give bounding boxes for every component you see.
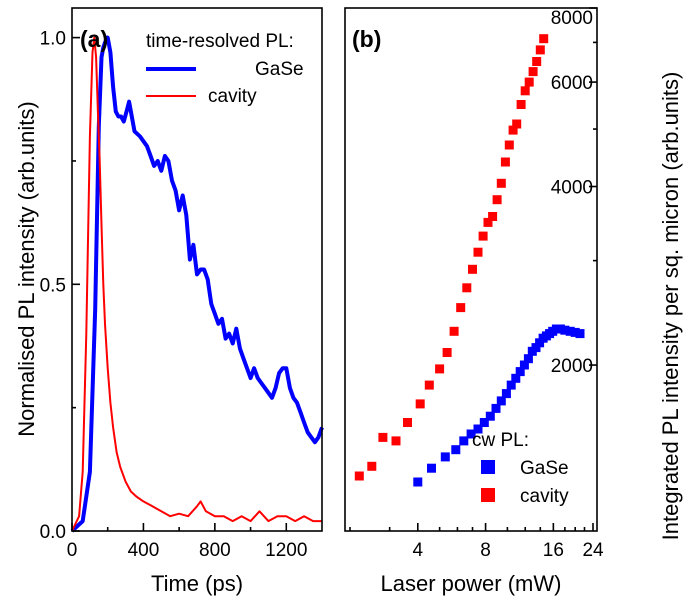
panel-a-label: (a) (80, 26, 108, 52)
data-point-gase (565, 326, 575, 336)
data-point-cavity (462, 283, 472, 293)
panel-a-legend-label-cavity: cavity (208, 86, 257, 107)
data-point-gase (496, 396, 506, 406)
panel-a-lines (70, 35, 324, 533)
data-point-cavity (528, 67, 538, 77)
data-point-gase (575, 329, 585, 339)
data-point-cavity (520, 86, 530, 96)
data-point-gase (479, 418, 489, 427)
x-tick-label: 8 (480, 540, 491, 561)
data-point-gase (511, 373, 521, 383)
panel-a-tick-labels: 0 400 800 1200 0.0 0.5 1.0 (40, 29, 308, 561)
series-line-cavity (71, 36, 322, 532)
y-tick-label: 2000 (551, 356, 593, 377)
data-point-gase (523, 354, 533, 364)
panel-a-x-axis-title: Time (ps) (151, 571, 243, 596)
data-point-cavity (415, 399, 425, 409)
panel-a-ticks (71, 36, 288, 532)
panel-b-legend-swatch-gase (481, 460, 495, 474)
panel-b-legend-title: cw PL: (472, 430, 529, 451)
data-point-cavity (508, 125, 518, 135)
data-point-cavity (516, 100, 526, 109)
data-point-cavity (442, 348, 452, 357)
data-point-gase (531, 343, 541, 353)
data-point-gase (413, 477, 423, 487)
panel-b-points (354, 34, 585, 487)
data-point-gase (501, 389, 511, 399)
data-point-cavity (403, 418, 412, 427)
data-point-cavity (478, 231, 488, 241)
data-point-gase (570, 327, 580, 337)
data-point-cavity (539, 34, 549, 44)
data-point-cavity (424, 380, 434, 390)
data-point-cavity (488, 212, 498, 221)
data-point-cavity (500, 157, 510, 167)
panel-b-x-axis-title: Laser power (mW) (381, 571, 562, 596)
data-point-cavity (354, 471, 364, 481)
y-tick-label: 1.0 (40, 29, 66, 50)
panel-a: 0 400 800 1200 0.0 0.5 1.0 (a) Time (ps) Norma… (14, 7, 324, 596)
data-point-cavity (483, 217, 493, 227)
data-point-cavity (367, 461, 377, 471)
panel-b-frame (344, 7, 598, 532)
x-tick-label: 24 (582, 540, 604, 561)
panel-b: 4 8 16 24 2000 4000 6000 8000 (b) Laser power (… (344, 7, 683, 596)
y-tick-label: 4000 (551, 178, 593, 199)
data-point-cavity (496, 178, 506, 188)
panel-b-legend-label-gase: GaSe (520, 458, 569, 479)
panel-b-y-axis-title: Integrated PL intensity per sq. micron (… (658, 72, 683, 541)
x-tick-label: 4 (413, 540, 424, 561)
data-point-gase (485, 411, 495, 421)
data-point-cavity (512, 119, 522, 129)
data-point-gase (459, 436, 469, 446)
panel-a-legend-label-gase: GaSe (255, 59, 304, 80)
data-point-gase (451, 445, 461, 455)
panel-a-y-axis-title: Normalised PL intensity (arb.units) (14, 101, 39, 436)
data-point-gase (535, 338, 545, 348)
data-point-cavity (456, 303, 466, 313)
panel-a-frame (71, 7, 323, 532)
x-tick-label: 1200 (265, 540, 307, 561)
panel-b-ticks (349, 7, 597, 531)
y-tick-label: 0.5 (40, 275, 66, 296)
data-point-cavity (473, 247, 483, 257)
data-point-gase (560, 325, 570, 335)
x-tick-label: 16 (543, 540, 564, 561)
data-point-cavity (524, 77, 534, 87)
data-point-cavity (504, 140, 514, 150)
panel-b-label: (b) (352, 26, 381, 52)
data-point-cavity (391, 436, 401, 446)
data-point-gase (473, 424, 483, 434)
x-tick-label: 0 (67, 540, 78, 561)
data-point-gase (491, 403, 501, 413)
panel-b-legend-swatch-cavity (481, 488, 495, 502)
panel-a-legend-title: time-resolved PL: (146, 31, 294, 52)
data-point-gase (506, 380, 516, 390)
data-point-cavity (532, 57, 542, 66)
data-point-gase (515, 367, 525, 377)
data-point-gase (440, 452, 450, 462)
data-point-gase (519, 360, 529, 370)
panel-b-legend-label-cavity: cavity (520, 486, 569, 507)
series-line-gase (70, 35, 324, 533)
panel-a-legend: time-resolved PL: GaSe cavity (146, 31, 304, 107)
data-point-cavity (468, 264, 477, 274)
y-tick-label: 0.0 (40, 522, 66, 543)
x-tick-label: 400 (128, 540, 160, 561)
data-point-cavity (435, 364, 445, 374)
data-point-gase (466, 429, 476, 439)
y-tick-label: 6000 (551, 73, 593, 94)
data-point-gase (427, 463, 436, 473)
data-point-cavity (535, 45, 545, 55)
y-tick-label: 8000 (551, 8, 593, 29)
x-tick-label: 800 (199, 540, 231, 561)
data-point-cavity (449, 326, 459, 336)
panel-b-legend: cw PL: GaSe cavity (472, 430, 569, 507)
panel-b-tick-labels: 4 8 16 24 2000 4000 6000 8000 (413, 8, 604, 561)
data-point-cavity (492, 195, 502, 205)
data-point-cavity (378, 432, 388, 442)
